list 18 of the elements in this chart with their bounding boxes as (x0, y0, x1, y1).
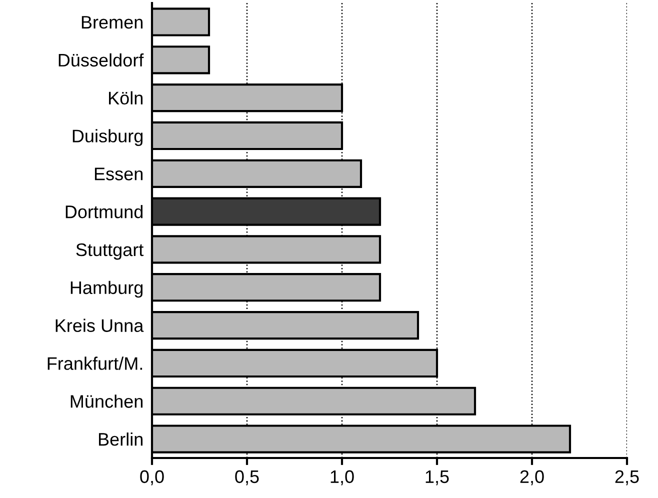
y-tick-label: Frankfurt/M. (48, 356, 142, 370)
y-tick-label: Dortmund (66, 205, 143, 218)
x-tick-label: 0,5 (235, 470, 259, 486)
y-tick-label: Köln (109, 91, 142, 105)
x-tick-label: 2,0 (520, 470, 544, 486)
y-tick-label: München (70, 394, 142, 408)
y-tick-label: Hamburg (70, 280, 143, 298)
y-tick-label: Duisburg (72, 129, 143, 146)
x-tick-label: 1,0 (330, 470, 354, 486)
y-tick-label: Bremen (82, 16, 142, 29)
y-tick-label: Kreis Unna (56, 318, 144, 332)
x-tick-label: 1,5 (426, 470, 449, 486)
y-tick-label: Essen (94, 168, 142, 180)
x-tick-label: 2,5 (615, 470, 639, 486)
y-tick-label: Düsseldorf (58, 53, 144, 67)
x-tick-label: 0,0 (140, 470, 164, 486)
y-tick-label: Stuttgart (76, 243, 144, 260)
y-tick-label: Berlin (98, 432, 142, 446)
